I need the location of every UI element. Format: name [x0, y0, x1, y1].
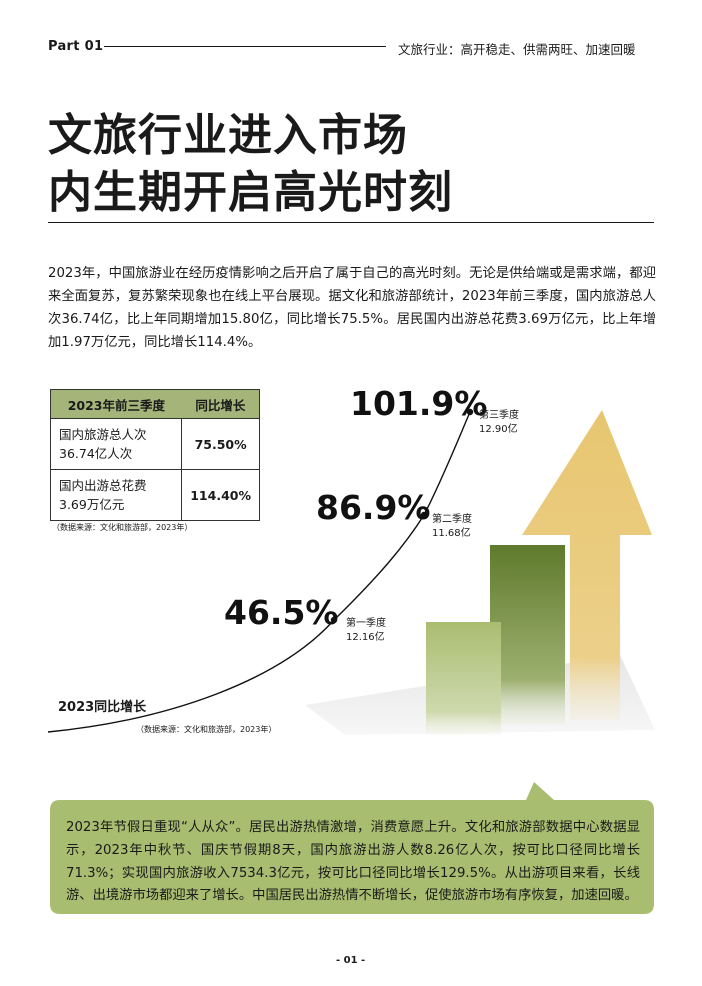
chart-value-label-q3: 101.9% [350, 384, 488, 423]
chart-title: 2023同比增长 [58, 700, 147, 715]
page-title-line2: 内生期开启高光时刻 [48, 167, 453, 218]
table-row-label-line1: 国内旅游总人次 [59, 427, 147, 442]
table-header-period: 2023年前三季度 [50, 389, 182, 419]
chart-growth-curve [47, 411, 471, 733]
chart-value-label-q2: 86.9% [316, 488, 431, 527]
chart-bar-dark [490, 545, 565, 725]
table-row-label-line2: 3.69万亿元 [59, 497, 125, 512]
header-divider [104, 46, 386, 47]
chart-category-label: 第三季度 [479, 410, 519, 421]
chart-point-note: 12.90亿 [479, 424, 518, 435]
table-row-value: 114.40% [181, 469, 260, 521]
intro-paragraph: 2023年，中国旅游业在经历疫情影响之后开启了属于自己的高光时刻。无论是供给端或… [48, 266, 656, 350]
chart-arrow-shape [522, 410, 652, 720]
callout-text: 2023年节假日重现“人从众”。居民出游热情激增，消费意愿上升。文化和旅游部数据… [66, 820, 640, 904]
chart-bar-light [426, 622, 501, 735]
table-row-label: 国内旅游总人次 36.74亿人次 [50, 418, 182, 470]
chart-point-label-q2: 第二季度 11.68亿 [432, 513, 472, 541]
growth-chart [47, 408, 655, 735]
table-row-value: 75.50% [181, 418, 260, 470]
chart-value-label-q1: 46.5% [224, 593, 339, 632]
part-label: Part 01 [48, 39, 104, 54]
table-row-label-line2: 36.74亿人次 [59, 446, 133, 461]
table-row: 国内出游总花费 3.69万亿元 114.40% [50, 469, 260, 521]
table-row-label-line1: 国内出游总花费 [59, 478, 147, 493]
table-source-note: （数据来源：文化和旅游部，2023年） [52, 523, 193, 532]
chart-point-note: 12.16亿 [346, 632, 385, 643]
header-subtitle: 文旅行业：高开稳走、供需两旺、加速回暖 [398, 42, 636, 57]
callout-bubble [50, 782, 654, 914]
table-header-row: 2023年前三季度 同比增长 [50, 389, 260, 419]
chart-point-label-q3: 第三季度 12.90亿 [479, 409, 519, 437]
callout-bubble-shape [50, 782, 654, 914]
title-divider [48, 222, 654, 223]
stats-table: 2023年前三季度 同比增长 国内旅游总人次 36.74亿人次 75.50% 国… [50, 389, 260, 521]
chart-point-note: 11.68亿 [432, 528, 471, 539]
table-row: 国内旅游总人次 36.74亿人次 75.50% [50, 418, 260, 470]
chart-point-label-q1: 第一季度 12.16亿 [346, 617, 386, 645]
chart-point-q1 [330, 616, 338, 624]
chart-point-q2 [420, 511, 428, 519]
chart-point-q3 [466, 408, 474, 416]
table-header-growth: 同比增长 [181, 389, 260, 419]
page-number: - 01 - [336, 955, 366, 966]
table-row-label: 国内出游总花费 3.69万亿元 [50, 469, 182, 521]
page-title-line1: 文旅行业进入市场 [48, 110, 408, 161]
chart-source-note: （数据来源：文化和旅游部，2023年） [136, 725, 277, 734]
chart-category-label: 第一季度 [346, 618, 386, 629]
chart-category-label: 第二季度 [432, 514, 472, 525]
